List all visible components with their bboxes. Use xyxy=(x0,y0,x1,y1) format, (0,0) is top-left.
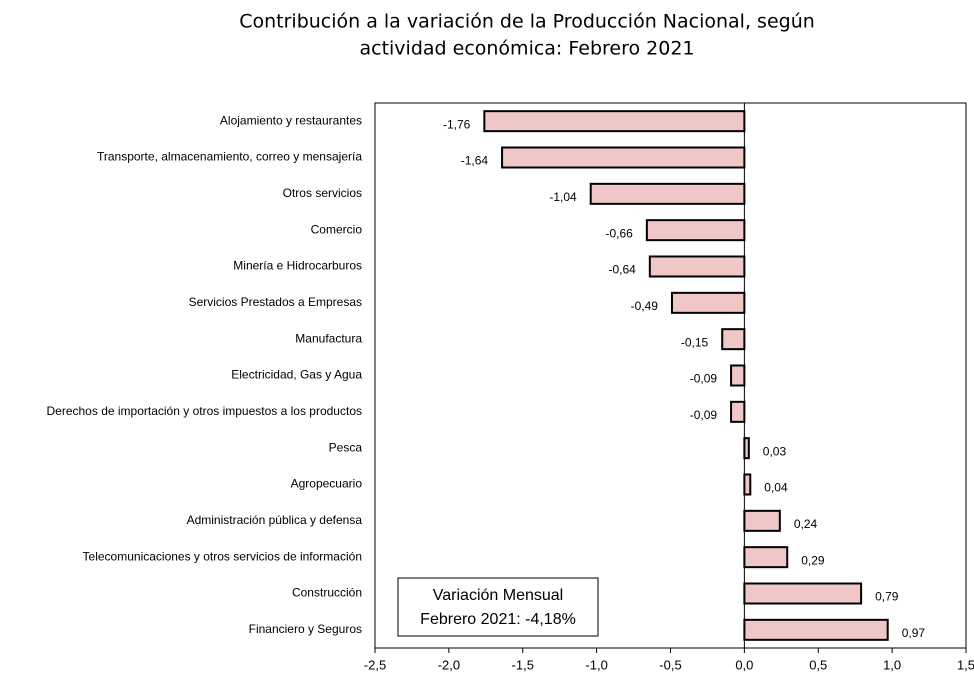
data-label: -0,15 xyxy=(681,335,709,349)
x-tick-label: -2,0 xyxy=(438,657,460,672)
bar xyxy=(743,546,789,569)
bar xyxy=(645,219,746,242)
data-label: 0,04 xyxy=(764,481,788,495)
x-tick-label: 1,5 xyxy=(957,657,974,672)
bar xyxy=(743,509,781,532)
x-tick-label: 0,5 xyxy=(809,657,827,672)
annotation-box xyxy=(397,577,599,637)
data-label: -1,04 xyxy=(549,190,577,204)
data-label: -1,64 xyxy=(461,154,489,168)
bar xyxy=(501,146,746,169)
y-tick-label: Otros servicios xyxy=(283,186,362,200)
y-tick-label: Agropecuario xyxy=(291,477,363,491)
chart-title: Contribución a la variación de la Produc… xyxy=(239,11,815,33)
y-tick-label: Administración pública y defensa xyxy=(187,513,363,527)
y-tick-label: Minería e Hidrocarburos xyxy=(233,259,362,273)
y-tick-label: Pesca xyxy=(329,440,363,454)
bar xyxy=(743,618,889,641)
y-tick-label: Derechos de importación y otros impuesto… xyxy=(47,404,363,418)
data-label: -0,66 xyxy=(606,226,634,240)
y-tick-label: Electricidad, Gas y Agua xyxy=(231,368,362,382)
data-label: 0,97 xyxy=(902,626,926,640)
chart-title: actividad económica: Febrero 2021 xyxy=(359,38,694,60)
y-tick-label: Telecomunicaciones y otros servicios de … xyxy=(83,549,362,563)
bar xyxy=(589,182,746,205)
x-tick-label: -2,5 xyxy=(364,657,386,672)
annotation: Febrero 2021: -4,18% xyxy=(420,611,576,628)
bar xyxy=(483,110,746,133)
bar xyxy=(730,364,746,387)
data-label: 0,24 xyxy=(794,517,818,531)
x-tick-label: 0,0 xyxy=(735,657,753,672)
bar xyxy=(670,291,746,314)
data-label: -0,09 xyxy=(690,408,718,422)
y-tick-label: Alojamiento y restaurantes xyxy=(220,113,362,127)
data-label: -1,76 xyxy=(443,117,471,131)
data-label: 0,79 xyxy=(875,590,899,604)
x-tick-label: -0,5 xyxy=(659,657,681,672)
bar xyxy=(648,255,746,278)
x-tick-label: -1,0 xyxy=(585,657,607,672)
bar xyxy=(721,328,746,351)
data-label: -0,09 xyxy=(690,372,718,386)
x-tick-label: 1,0 xyxy=(883,657,901,672)
data-label: 0,29 xyxy=(801,553,825,567)
y-tick-label: Comercio xyxy=(311,222,363,236)
y-tick-label: Transporte, almacenamiento, correo y men… xyxy=(97,150,362,164)
data-label: -0,49 xyxy=(631,299,659,313)
y-tick-label: Manufactura xyxy=(295,331,362,345)
y-tick-label: Construcción xyxy=(292,586,362,600)
data-label: 0,03 xyxy=(763,444,787,458)
y-tick-label: Financiero y Seguros xyxy=(249,622,362,636)
bar xyxy=(743,582,863,605)
data-label: -0,64 xyxy=(608,263,636,277)
bar xyxy=(743,437,750,460)
bar xyxy=(743,473,752,496)
y-tick-label: Servicios Prestados a Empresas xyxy=(189,295,362,309)
bar xyxy=(730,400,746,423)
x-tick-label: -1,5 xyxy=(512,657,534,672)
annotation: Variación Mensual xyxy=(433,587,563,604)
